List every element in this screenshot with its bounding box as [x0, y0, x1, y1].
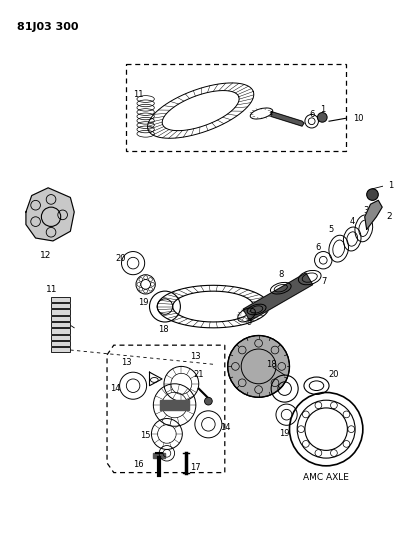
Text: 8: 8	[278, 270, 283, 279]
Text: 1: 1	[388, 181, 393, 190]
Polygon shape	[271, 111, 304, 126]
Text: 5: 5	[328, 225, 334, 234]
Bar	[51, 341, 71, 346]
Bar	[51, 322, 71, 327]
Text: 13: 13	[191, 352, 201, 361]
Text: 13: 13	[121, 358, 132, 367]
Text: 20: 20	[329, 369, 339, 378]
Bar	[51, 347, 71, 352]
Circle shape	[367, 189, 378, 200]
Text: 3: 3	[363, 206, 368, 215]
Text: 20: 20	[115, 254, 126, 263]
Text: 14: 14	[110, 384, 121, 393]
Text: 18: 18	[266, 360, 277, 369]
Text: 12: 12	[39, 251, 51, 260]
Polygon shape	[160, 400, 189, 410]
Text: 19: 19	[138, 298, 149, 307]
Text: AMC AXLE: AMC AXLE	[303, 473, 349, 482]
Polygon shape	[365, 200, 382, 229]
Text: 11: 11	[133, 90, 143, 99]
Text: 4: 4	[349, 217, 355, 226]
Bar	[51, 316, 71, 321]
FancyBboxPatch shape	[126, 64, 346, 151]
Text: 18: 18	[158, 325, 168, 334]
Text: 15: 15	[140, 431, 151, 440]
Text: 2: 2	[386, 212, 392, 221]
Polygon shape	[243, 273, 312, 321]
Text: 19: 19	[279, 430, 290, 439]
Polygon shape	[153, 453, 165, 458]
Circle shape	[228, 335, 290, 397]
Text: 6: 6	[316, 243, 321, 252]
Circle shape	[204, 397, 212, 405]
Text: 11: 11	[46, 285, 58, 294]
Text: 1: 1	[320, 105, 325, 114]
Text: 9: 9	[246, 319, 251, 327]
Text: 6: 6	[309, 110, 314, 119]
Text: 7: 7	[322, 277, 327, 286]
Bar	[51, 328, 71, 334]
Text: 16: 16	[133, 461, 143, 470]
Circle shape	[318, 112, 327, 122]
Text: 21: 21	[193, 369, 204, 378]
Bar	[51, 310, 71, 315]
Text: 14: 14	[221, 423, 231, 432]
Text: 10: 10	[353, 114, 364, 123]
Bar	[51, 335, 71, 340]
Text: 81J03 300: 81J03 300	[17, 22, 79, 32]
Text: 17: 17	[191, 463, 201, 472]
Bar	[51, 297, 71, 302]
Bar	[51, 303, 71, 309]
Polygon shape	[26, 188, 74, 241]
